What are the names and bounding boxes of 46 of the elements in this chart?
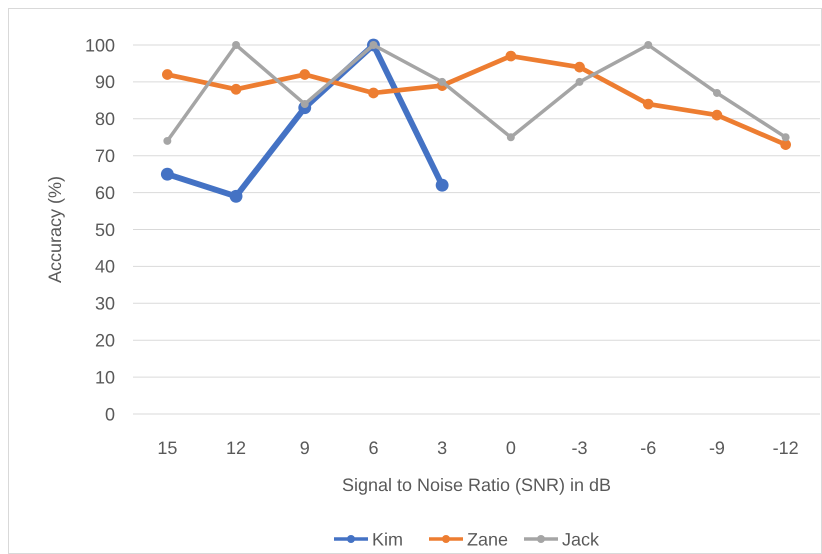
y-axis-title: Accuracy (%) — [45, 176, 65, 284]
point — [574, 62, 585, 72]
legend-label: Zane — [467, 529, 508, 550]
point — [160, 168, 174, 181]
y-tick-label: 0 — [104, 404, 115, 424]
point — [162, 69, 173, 80]
point — [230, 190, 242, 203]
point — [780, 139, 791, 150]
y-tick-label: 80 — [94, 109, 115, 130]
x-tick-label: -9 — [708, 438, 725, 458]
point — [506, 133, 515, 142]
legend-label: Kim — [372, 529, 403, 550]
x-tick-label: -6 — [640, 438, 656, 458]
point — [163, 136, 172, 145]
point — [712, 88, 721, 97]
y-tick-label: 30 — [94, 294, 115, 314]
x-tick-label: -12 — [772, 438, 799, 458]
x-tick-label: 15 — [157, 438, 178, 458]
point — [576, 78, 584, 86]
x-axis-title: Signal to Noise Ratio (SNR) in dB — [342, 475, 612, 495]
point — [299, 69, 310, 80]
y-tick-label: 70 — [94, 146, 115, 166]
y-tick-label: 100 — [84, 35, 115, 56]
y-tick-label: 10 — [94, 367, 115, 388]
y-tick-label: 40 — [94, 256, 115, 277]
point — [712, 110, 722, 120]
legend-label: Jack — [562, 529, 600, 550]
point — [506, 50, 516, 62]
point — [644, 41, 652, 49]
y-tick-label: 60 — [94, 182, 115, 203]
x-tick-label: 3 — [437, 438, 448, 458]
x-tick-label: 6 — [368, 438, 378, 458]
x-tick-label: 9 — [300, 438, 310, 458]
point — [436, 178, 449, 192]
point — [368, 88, 379, 98]
x-tick-label: 12 — [226, 438, 246, 458]
point — [438, 78, 446, 86]
y-tick-label: 50 — [94, 220, 115, 240]
y-tick-label: 90 — [94, 72, 115, 92]
point — [232, 41, 240, 49]
point — [782, 133, 790, 142]
x-tick-label: 0 — [506, 438, 516, 458]
point — [230, 84, 242, 95]
point — [642, 98, 654, 110]
y-tick-label: 20 — [94, 330, 115, 350]
x-tick-label: -3 — [572, 438, 588, 458]
